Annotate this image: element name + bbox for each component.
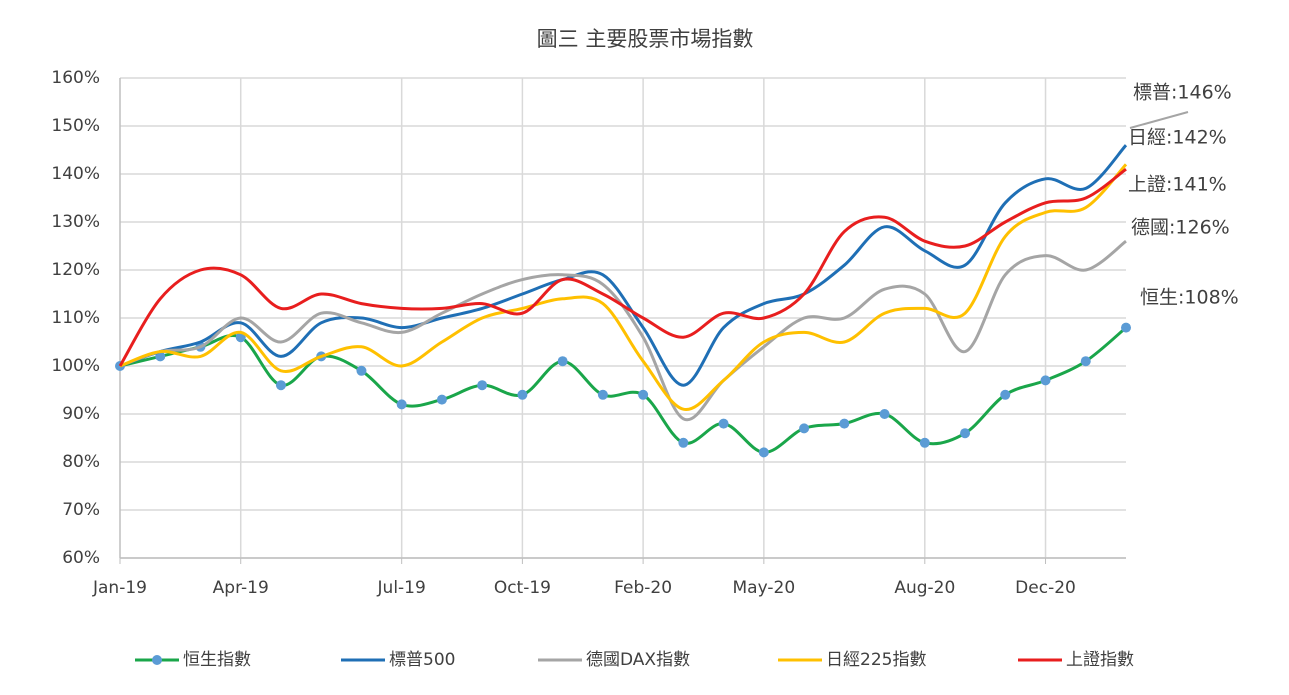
annotation: 日經:142% — [1128, 127, 1227, 149]
point — [396, 399, 407, 410]
point — [1080, 356, 1091, 367]
point — [1121, 322, 1131, 333]
y-tick-label: 70% — [62, 500, 100, 520]
y-tick-label: 150% — [51, 116, 100, 136]
x-tick-label: Feb-20 — [614, 578, 672, 598]
annotation: 德國:126% — [1131, 217, 1230, 239]
annotation-leader — [1129, 111, 1189, 129]
x-tick-label: Jul-19 — [377, 578, 426, 598]
y-tick-label: 90% — [62, 404, 100, 424]
point — [597, 389, 608, 400]
y-tick-label: 130% — [51, 212, 100, 232]
x-tick-label: Apr-19 — [213, 578, 269, 598]
y-tick-label: 120% — [51, 260, 100, 280]
y-tick-label: 60% — [62, 548, 100, 568]
annotation: 標普:146% — [1133, 82, 1232, 104]
legend-label: 日經225指數 — [826, 650, 926, 670]
annotation: 上證:141% — [1128, 174, 1227, 196]
point — [517, 389, 528, 400]
y-tick-label: 80% — [62, 452, 100, 472]
point — [718, 418, 729, 429]
point — [799, 423, 810, 434]
series-line — [119, 163, 1128, 411]
point — [275, 380, 286, 391]
x-tick-label: May-20 — [733, 578, 796, 598]
y-tick-label: 140% — [51, 164, 100, 184]
x-tick-label: Aug-20 — [894, 578, 955, 598]
legend-label: 恒生指數 — [183, 650, 251, 670]
point — [758, 447, 769, 458]
point — [1040, 375, 1051, 386]
point — [436, 394, 447, 405]
legend-label: 德國DAX指數 — [586, 650, 690, 670]
y-tick-label: 110% — [51, 308, 100, 328]
point — [477, 380, 488, 391]
point — [356, 365, 367, 376]
annotation: 恒生:108% — [1140, 287, 1239, 309]
x-tick-label: Dec-20 — [1015, 578, 1076, 598]
series-line — [119, 239, 1127, 422]
legend-marker — [152, 655, 162, 665]
point — [678, 437, 689, 448]
point — [557, 356, 568, 367]
point — [1000, 389, 1011, 400]
point — [839, 418, 850, 429]
legend-label: 標普500 — [389, 650, 455, 670]
x-tick-label: Jan-19 — [92, 578, 147, 598]
point — [638, 389, 649, 400]
y-tick-label: 160% — [51, 68, 100, 88]
chart-title: 圖三 主要股票市場指數 — [537, 27, 754, 51]
series-line — [119, 144, 1128, 387]
legend-label: 上證指數 — [1066, 650, 1134, 670]
x-tick-label: Oct-19 — [494, 578, 551, 598]
series-line — [118, 167, 1127, 367]
point — [879, 409, 890, 419]
y-tick-label: 100% — [51, 356, 100, 376]
series-line — [119, 326, 1127, 454]
point — [960, 428, 971, 439]
point — [919, 437, 930, 448]
